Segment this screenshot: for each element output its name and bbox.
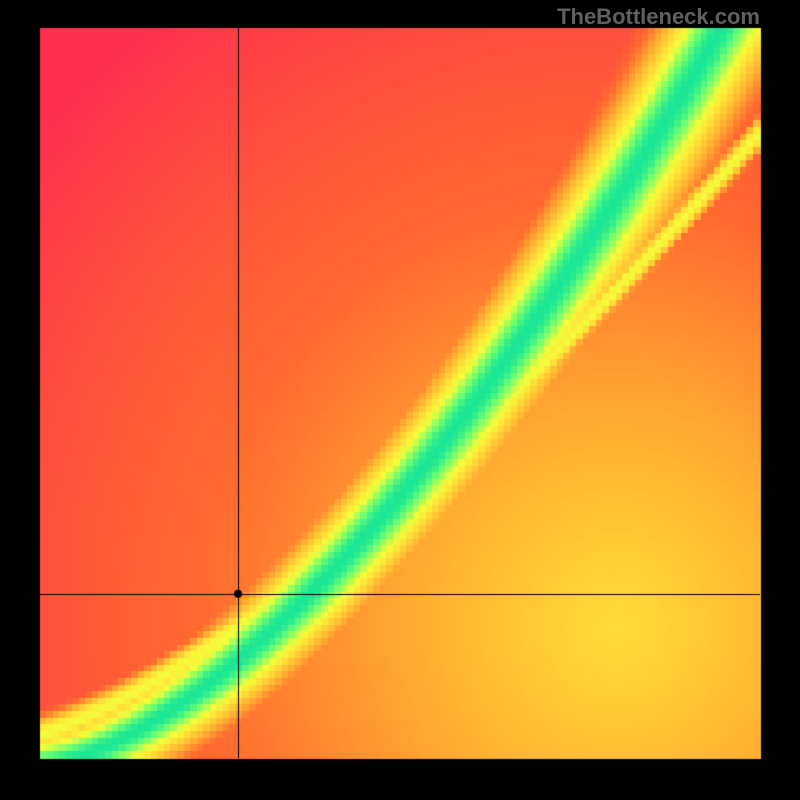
watermark-text: TheBottleneck.com: [557, 4, 760, 30]
root-container: { "watermark": { "text": "TheBottleneck.…: [0, 0, 800, 800]
heatmap-canvas: [0, 0, 800, 800]
